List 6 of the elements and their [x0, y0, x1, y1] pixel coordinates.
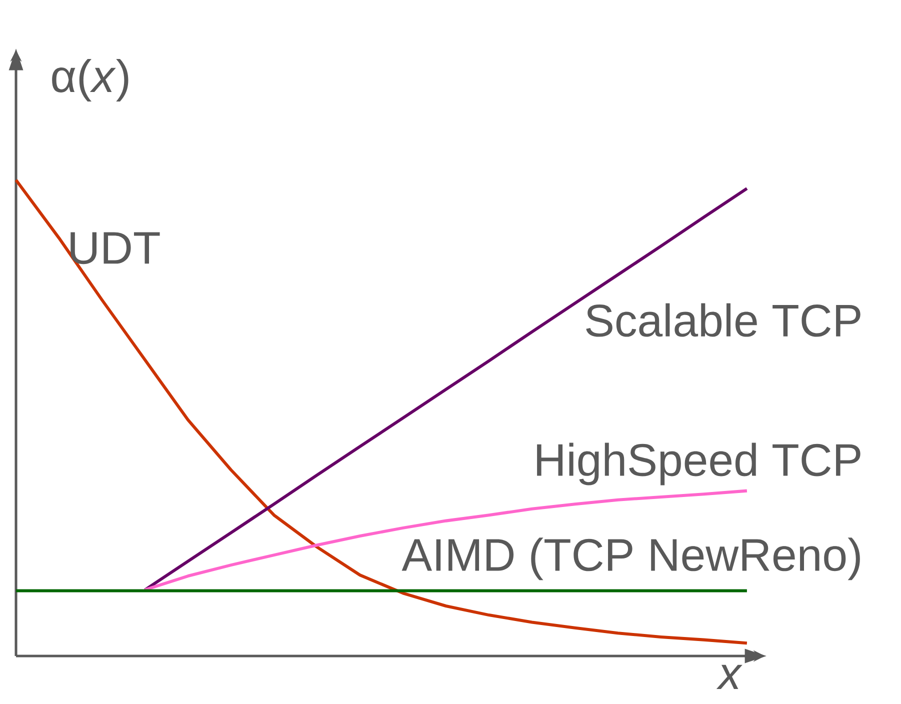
y-axis-title: α(x)	[52, 58, 128, 102]
series-label: Scalable TCP	[586, 303, 860, 337]
series-label: AIMD (TCP NewReno)	[402, 538, 860, 580]
x-axis-title: x	[716, 664, 742, 690]
series-label: UDT	[70, 232, 160, 264]
series-label: HighSpeed TCP	[537, 442, 860, 486]
